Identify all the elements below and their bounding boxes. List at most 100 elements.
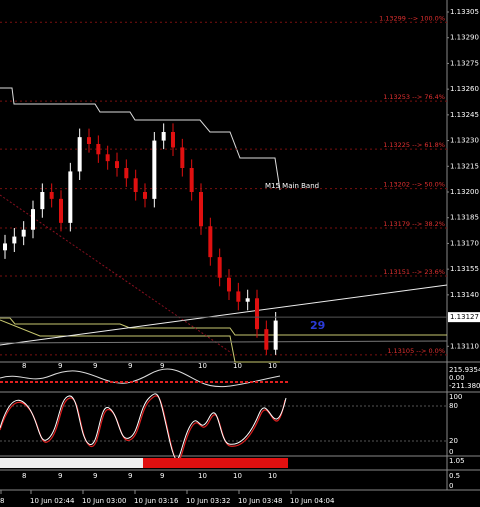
trend-line bbox=[0, 340, 448, 344]
candle-body bbox=[124, 168, 129, 179]
y-tick-label: 1.13170 bbox=[450, 239, 479, 247]
indicator-label: 215.9354 bbox=[449, 366, 480, 374]
time-label: 10 Jun 03:16 bbox=[134, 497, 179, 505]
candle-body bbox=[255, 298, 259, 330]
indicator-line bbox=[0, 368, 281, 388]
candle-body bbox=[199, 192, 203, 227]
band-line bbox=[0, 317, 447, 336]
session-label: 10 bbox=[233, 472, 242, 480]
fib-label: 1.13202 --> 50.0% bbox=[383, 181, 445, 189]
candle-body bbox=[3, 243, 7, 251]
session-label: 10 bbox=[198, 472, 207, 480]
session-label: 8 bbox=[22, 362, 26, 370]
session-label: 10 bbox=[233, 362, 242, 370]
bottom-label: 0 bbox=[449, 482, 453, 490]
candle-body bbox=[208, 226, 213, 258]
trend-line bbox=[0, 194, 231, 353]
session-label: 9 bbox=[160, 472, 164, 480]
session-label: 10 bbox=[268, 472, 277, 480]
y-tick-label: 1.13230 bbox=[450, 137, 479, 145]
y-tick-label: 1.13140 bbox=[450, 291, 479, 299]
trend-bar-down bbox=[143, 458, 288, 468]
candle-body bbox=[21, 229, 26, 237]
y-tick-label: 1.13290 bbox=[450, 34, 479, 42]
time-label: 10 Jun 03:00 bbox=[82, 497, 126, 505]
candle-body bbox=[133, 178, 138, 192]
session-label: 9 bbox=[128, 362, 132, 370]
y-tick-label: 1.13305 bbox=[450, 8, 479, 16]
stoch-label: 0 bbox=[449, 448, 453, 456]
candle-body bbox=[105, 154, 110, 162]
candle-body bbox=[68, 171, 73, 223]
trend-bar-up bbox=[0, 458, 143, 468]
time-label: 10 Jun 03:32 bbox=[186, 497, 230, 505]
stoch-label: 100 bbox=[449, 393, 462, 401]
y-tick-label: 1.13155 bbox=[450, 265, 479, 273]
candle-body bbox=[96, 144, 101, 155]
candle-body bbox=[227, 277, 231, 292]
candle-body bbox=[273, 320, 278, 350]
time-label: 10 Jun 03:48 bbox=[238, 497, 282, 505]
session-label: 9 bbox=[128, 472, 132, 480]
candle-body bbox=[189, 168, 194, 192]
fib-label: 1.13225 --> 61.8% bbox=[383, 141, 445, 149]
fib-label: 1.13151 --> 23.6% bbox=[383, 268, 445, 276]
candle-body bbox=[87, 137, 91, 144]
candle-body bbox=[40, 192, 45, 210]
y-tick-label: 1.13215 bbox=[450, 162, 479, 170]
candle-body bbox=[180, 147, 185, 168]
candle-body bbox=[143, 192, 147, 199]
time-label: 10 Jun 02:44 bbox=[30, 497, 75, 505]
y-tick-label: 1.13200 bbox=[450, 188, 479, 196]
y-tick-label: 1.13260 bbox=[450, 85, 479, 93]
stoch-main bbox=[0, 393, 287, 460]
y-tick-label: 1.13110 bbox=[450, 342, 479, 350]
fib-label: 1.13105 --> 0.0% bbox=[387, 347, 445, 355]
candle-body bbox=[77, 137, 82, 172]
stoch-label: 20 bbox=[449, 437, 458, 445]
counter-label: 29 bbox=[310, 319, 325, 332]
candle-body bbox=[59, 198, 63, 223]
candle-body bbox=[12, 236, 17, 244]
session-label: 9 bbox=[160, 362, 164, 370]
session-label: 8 bbox=[22, 472, 26, 480]
fib-label: 1.13299 --> 100.0% bbox=[379, 14, 445, 22]
candle-body bbox=[115, 161, 119, 168]
y-tick-label: 1.13275 bbox=[450, 59, 479, 67]
candle-body bbox=[217, 257, 222, 278]
bottom-label: 0.5 bbox=[449, 472, 460, 480]
current-price-box bbox=[448, 312, 480, 323]
candle-body bbox=[236, 291, 241, 302]
candle-body bbox=[264, 329, 269, 350]
candle-body bbox=[161, 132, 166, 141]
candle-body bbox=[49, 192, 54, 199]
time-label: 8 bbox=[0, 497, 4, 505]
fib-label: 1.13253 --> 76.4% bbox=[383, 93, 445, 101]
session-label: 9 bbox=[58, 472, 62, 480]
fib-label: 1.13179 --> 38.2% bbox=[383, 220, 445, 228]
candle-body bbox=[171, 132, 175, 148]
candle-body bbox=[152, 140, 157, 199]
stoch-signal bbox=[0, 395, 286, 463]
session-label: 10 bbox=[268, 362, 277, 370]
session-label: 9 bbox=[93, 472, 97, 480]
time-label: 10 Jun 04:04 bbox=[290, 497, 335, 505]
indicator-label: -211.3806 bbox=[449, 382, 480, 390]
band-line bbox=[0, 319, 280, 363]
y-tick-label: 1.13245 bbox=[450, 111, 479, 119]
candle-body bbox=[31, 209, 35, 230]
bottom-label: 1.05 bbox=[449, 457, 465, 465]
trend-line bbox=[0, 284, 448, 346]
band-line bbox=[0, 87, 281, 191]
stoch-label: 80 bbox=[449, 402, 458, 410]
band-label: M15 Main Band bbox=[265, 182, 319, 190]
session-label: 10 bbox=[198, 362, 207, 370]
session-label: 9 bbox=[93, 362, 97, 370]
session-label: 9 bbox=[58, 362, 62, 370]
indicator-label: 0.00 bbox=[449, 374, 465, 382]
candle-body bbox=[245, 298, 250, 302]
current-price-label: 1.13127 bbox=[450, 313, 479, 321]
y-tick-label: 1.13185 bbox=[450, 214, 479, 222]
